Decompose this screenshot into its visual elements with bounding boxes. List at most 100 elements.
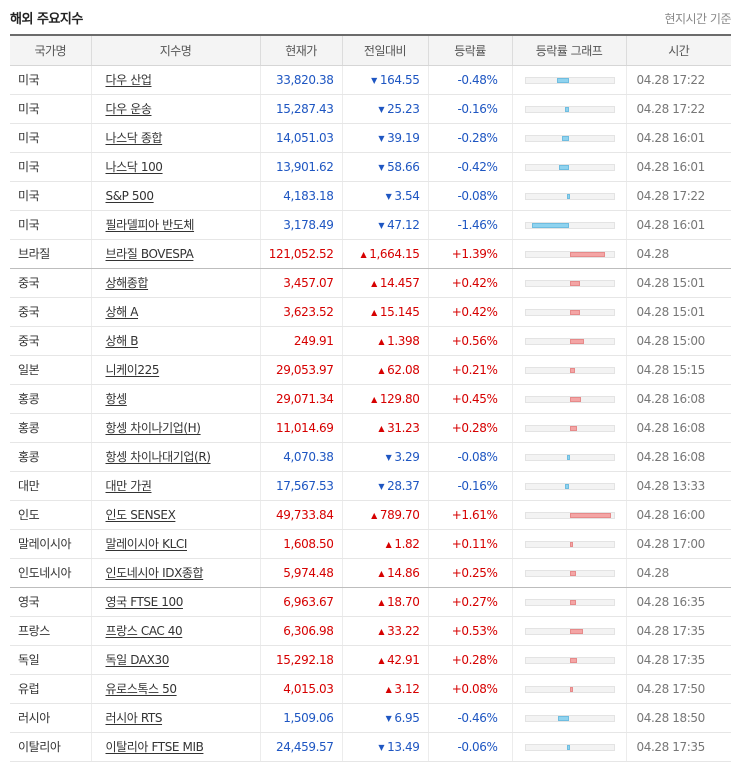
index-link[interactable]: 항셍 [105,392,128,406]
triangle-up-icon: ▲ [378,423,385,433]
country-cell: 미국 [10,210,91,240]
index-link[interactable]: 니케이225 [105,363,160,377]
country-cell: 미국 [10,152,91,182]
price-cell: 29,071.34 [259,384,342,414]
index-link[interactable]: 영국 FTSE 100 [105,595,184,609]
table-row: 중국 상해 B 249.91 ▲ 1.398 +0.56% 04.28 15:00 [10,326,731,356]
graph-track [524,221,615,229]
country-cell: 유럽 [10,674,91,704]
triangle-down-icon: ▼ [378,481,385,491]
change-value: 129.80 [379,391,420,406]
change-cell: ▼ 3.54 [341,181,428,211]
change-cell: ▲ 3.12 [341,674,428,704]
table-row: 브라질 브라질 BOVESPA 121,052.52 ▲ 1,664.15 +1.39% 0… [10,239,731,269]
index-name-cell: S&P 500 [90,181,260,211]
change-cell: ▼ 28.37 [341,471,428,501]
change-rate-cell: +0.21% [427,355,512,385]
time-cell: 04.28 17:35 [625,645,731,675]
country-cell: 러시아 [10,703,91,733]
time-cell: 04.28 17:22 [625,181,731,211]
index-link[interactable]: 유로스톡스 50 [105,682,177,696]
index-link[interactable]: 나스닥 100 [105,160,163,174]
change-value: 28.37 [387,478,420,493]
change-cell: ▲ 1,664.15 [341,239,428,269]
graph-track [524,163,615,171]
index-link[interactable]: 인도네시아 IDX종합 [105,566,204,580]
rate-bar [569,367,575,373]
change-value: 1.82 [394,536,420,551]
index-link[interactable]: S&P 500 [105,188,155,203]
graph-track [524,424,615,432]
rate-graph-cell [511,558,626,588]
index-link[interactable]: 항셍 차이나기업(H) [105,421,201,435]
price-cell: 6,963.67 [259,587,342,617]
country-cell: 미국 [10,65,91,95]
change-rate-cell: -0.06% [427,732,512,762]
index-link[interactable]: 다우 산업 [105,73,152,87]
price-cell: 3,457.07 [259,268,342,298]
time-cell: 04.28 17:22 [625,94,731,124]
change-cell: ▲ 14.86 [341,558,428,588]
rate-bar [569,425,577,431]
price-cell: 6,306.98 [259,616,342,646]
change-value: 14.457 [379,275,420,290]
triangle-down-icon: ▼ [385,191,392,201]
index-link[interactable]: 이탈리아 FTSE MIB [105,740,204,754]
country-cell: 미국 [10,94,91,124]
graph-track [524,337,615,345]
index-link[interactable]: 대만 가권 [105,479,152,493]
triangle-up-icon: ▲ [360,249,367,259]
change-rate-cell: -0.48% [427,65,512,95]
change-rate-cell: +1.61% [427,500,512,530]
triangle-up-icon: ▲ [378,365,385,375]
change-rate-cell: -0.28% [427,123,512,153]
time-cell: 04.28 16:01 [625,123,731,153]
change-cell: ▼ 13.49 [341,732,428,762]
index-name-cell: 브라질 BOVESPA [90,239,260,269]
country-cell: 대만 [10,471,91,501]
change-rate-cell: +0.53% [427,616,512,646]
rate-bar [569,512,612,518]
price-cell: 29,053.97 [259,355,342,385]
index-link[interactable]: 프랑스 CAC 40 [105,624,183,638]
price-cell: 5,974.48 [259,558,342,588]
table-row: 말레이시아 말레이시아 KLCI 1,608.50 ▲ 1.82 +0.11% 04.28 … [10,529,731,559]
rate-bar [566,193,570,199]
rate-graph-cell [511,674,626,704]
time-cell: 04.28 16:08 [625,384,731,414]
triangle-up-icon: ▲ [378,626,385,636]
index-name-cell: 인도 SENSEX [90,500,260,530]
time-cell: 04.28 17:50 [625,674,731,704]
graph-track [524,743,615,751]
country-cell: 미국 [10,123,91,153]
table-row: 영국 영국 FTSE 100 6,963.67 ▲ 18.70 +0.27% 04.28 1… [10,587,731,617]
index-link[interactable]: 나스닥 종합 [105,131,163,145]
price-cell: 1,509.06 [259,703,342,733]
index-link[interactable]: 브라질 BOVESPA [105,247,194,261]
index-link[interactable]: 말레이시아 KLCI [105,537,188,551]
triangle-up-icon: ▲ [371,510,377,520]
price-cell: 15,287.43 [259,94,342,124]
rate-graph-cell [511,616,626,646]
price-cell: 13,901.62 [259,152,342,182]
index-link[interactable]: 러시아 RTS [105,711,163,725]
change-value: 164.55 [379,72,420,87]
index-link[interactable]: 독일 DAX30 [105,653,170,667]
rate-graph-cell [511,297,626,327]
graph-track [524,366,615,374]
change-cell: ▼ 164.55 [341,65,428,95]
graph-track [524,598,615,606]
index-link[interactable]: 상해 B [105,334,139,348]
index-link[interactable]: 항셍 차이나대기업(R) [105,450,211,464]
index-name-cell: 나스닥 100 [90,152,260,182]
index-link[interactable]: 상해종합 [105,276,149,290]
change-rate-cell: -0.46% [427,703,512,733]
triangle-up-icon: ▲ [371,307,377,317]
change-value: 3.29 [394,449,420,464]
index-link[interactable]: 상해 A [105,305,139,319]
index-link[interactable]: 인도 SENSEX [105,508,176,522]
index-name-cell: 영국 FTSE 100 [90,587,260,617]
index-link[interactable]: 필라델피아 반도체 [105,218,195,232]
index-link[interactable]: 다우 운송 [105,102,152,116]
triangle-down-icon: ▼ [378,162,385,172]
